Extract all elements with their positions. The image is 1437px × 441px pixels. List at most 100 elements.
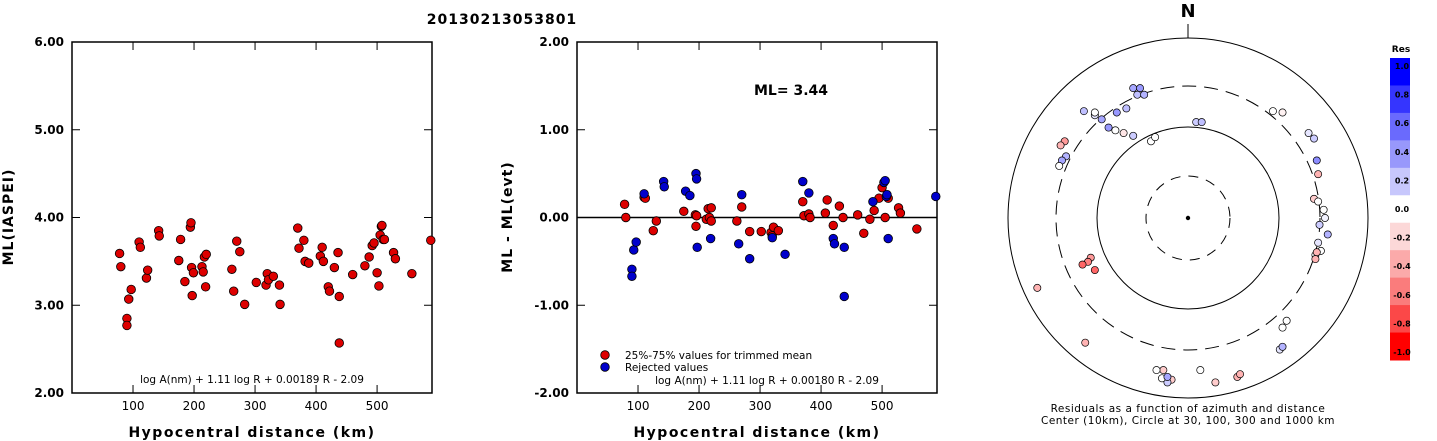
colorbar-label: -0.2	[1393, 234, 1411, 243]
colorbar-label: -0.8	[1393, 319, 1411, 328]
residual-formula: log A(nm) + 1.11 log R + 0.00180 R - 2.0…	[655, 375, 879, 387]
station-residual	[1081, 338, 1090, 347]
station-residual	[1151, 133, 1160, 142]
data-point	[124, 294, 134, 304]
data-point	[733, 239, 744, 249]
data-point	[798, 176, 808, 187]
x-tick-label: 200	[183, 399, 206, 413]
y-tick-label: 6.00	[34, 35, 64, 49]
y-tick-label: 0.00	[539, 211, 569, 225]
x-tick-label: 300	[749, 399, 772, 413]
station-residual	[1122, 104, 1131, 113]
data-point	[931, 191, 941, 202]
data-point	[648, 225, 658, 236]
station-residual	[1033, 283, 1042, 292]
data-point	[619, 199, 630, 210]
data-point	[175, 234, 186, 245]
station-residual	[1314, 238, 1323, 247]
colorbar-swatch	[1390, 277, 1410, 306]
data-point	[334, 291, 344, 302]
colorbar-swatch	[1390, 85, 1410, 114]
data-point	[317, 242, 327, 253]
data-point	[883, 233, 893, 244]
data-point	[180, 276, 190, 287]
data-point	[880, 175, 890, 186]
data-point	[639, 189, 649, 199]
x-tick-label: 500	[366, 399, 389, 413]
data-point	[364, 252, 374, 262]
data-point	[822, 195, 832, 205]
station-residual	[1312, 248, 1321, 257]
data-point	[838, 212, 848, 223]
data-point	[895, 208, 906, 218]
station-residual	[1159, 366, 1168, 375]
station-residual	[1314, 197, 1323, 206]
data-point	[374, 281, 384, 291]
data-point	[629, 245, 639, 255]
data-point	[705, 233, 716, 244]
data-point	[141, 273, 152, 283]
data-point	[390, 254, 401, 264]
data-point	[882, 189, 892, 200]
station-residual	[1278, 108, 1287, 117]
colorbar-swatch	[1390, 140, 1410, 169]
data-point	[377, 220, 387, 231]
y-tick-label: -1.00	[534, 298, 569, 312]
station-residual	[1056, 141, 1065, 150]
data-point	[732, 216, 742, 226]
station-residual	[1314, 170, 1323, 179]
station-residual	[1055, 161, 1064, 170]
data-point	[227, 264, 237, 274]
center-point	[1185, 215, 1191, 221]
data-point	[685, 190, 695, 201]
azimuth-residual-plot: N Residuals as a function of azimuth and…	[1007, 1, 1369, 427]
station-residual	[1119, 129, 1128, 138]
data-point	[135, 242, 146, 253]
data-point	[407, 268, 417, 279]
event-magnitude: ML= 3.44	[754, 83, 828, 99]
data-point	[228, 286, 239, 296]
station-residual	[1196, 366, 1205, 375]
x-tick-label: 400	[810, 399, 833, 413]
data-point	[329, 262, 340, 273]
x-tick-label: 100	[627, 399, 650, 413]
station-residual	[1268, 107, 1277, 116]
data-point	[805, 212, 815, 223]
data-point	[621, 212, 631, 223]
colorbar-swatch	[1390, 305, 1410, 334]
station-residual	[1112, 108, 1121, 117]
data-point	[333, 247, 343, 258]
data-point	[834, 201, 845, 211]
circle-100km	[1096, 126, 1280, 310]
colorbar-swatch	[1390, 58, 1410, 86]
station-residual	[1140, 90, 1149, 99]
data-point	[188, 268, 199, 278]
y-tick-label: 4.00	[34, 211, 64, 225]
data-point	[744, 226, 755, 237]
data-point	[631, 237, 641, 247]
station-residual	[1278, 323, 1287, 332]
residual-colorbar: Res 1.0 0.8 0.6 0.4 0.2 0.0 -0.2 -0.4 -0.6 -0.8 -1…	[1390, 45, 1411, 361]
station-residual	[1090, 266, 1099, 275]
data-point	[268, 271, 279, 281]
magnitude-xlabel: Hypocentral distance (km)	[128, 425, 375, 441]
data-point	[828, 220, 838, 231]
data-point	[706, 203, 716, 213]
data-point	[275, 299, 285, 310]
data-point	[804, 188, 814, 198]
colorbar-swatch	[1390, 332, 1410, 361]
station-residual	[1282, 316, 1291, 325]
data-point	[198, 267, 208, 277]
data-point	[293, 223, 303, 233]
station-residual	[1304, 129, 1313, 138]
x-tick-label: 100	[122, 399, 145, 413]
circle-30km	[1145, 175, 1231, 261]
legend-label-trimmed: 25%-75% values for trimmed mean	[625, 350, 812, 362]
colorbar-label: 0.4	[1395, 148, 1410, 157]
data-point	[347, 269, 358, 280]
data-point	[274, 280, 285, 290]
data-point	[627, 271, 637, 281]
legend-label-rejected: Rejected values	[625, 362, 708, 374]
data-point	[334, 338, 344, 348]
